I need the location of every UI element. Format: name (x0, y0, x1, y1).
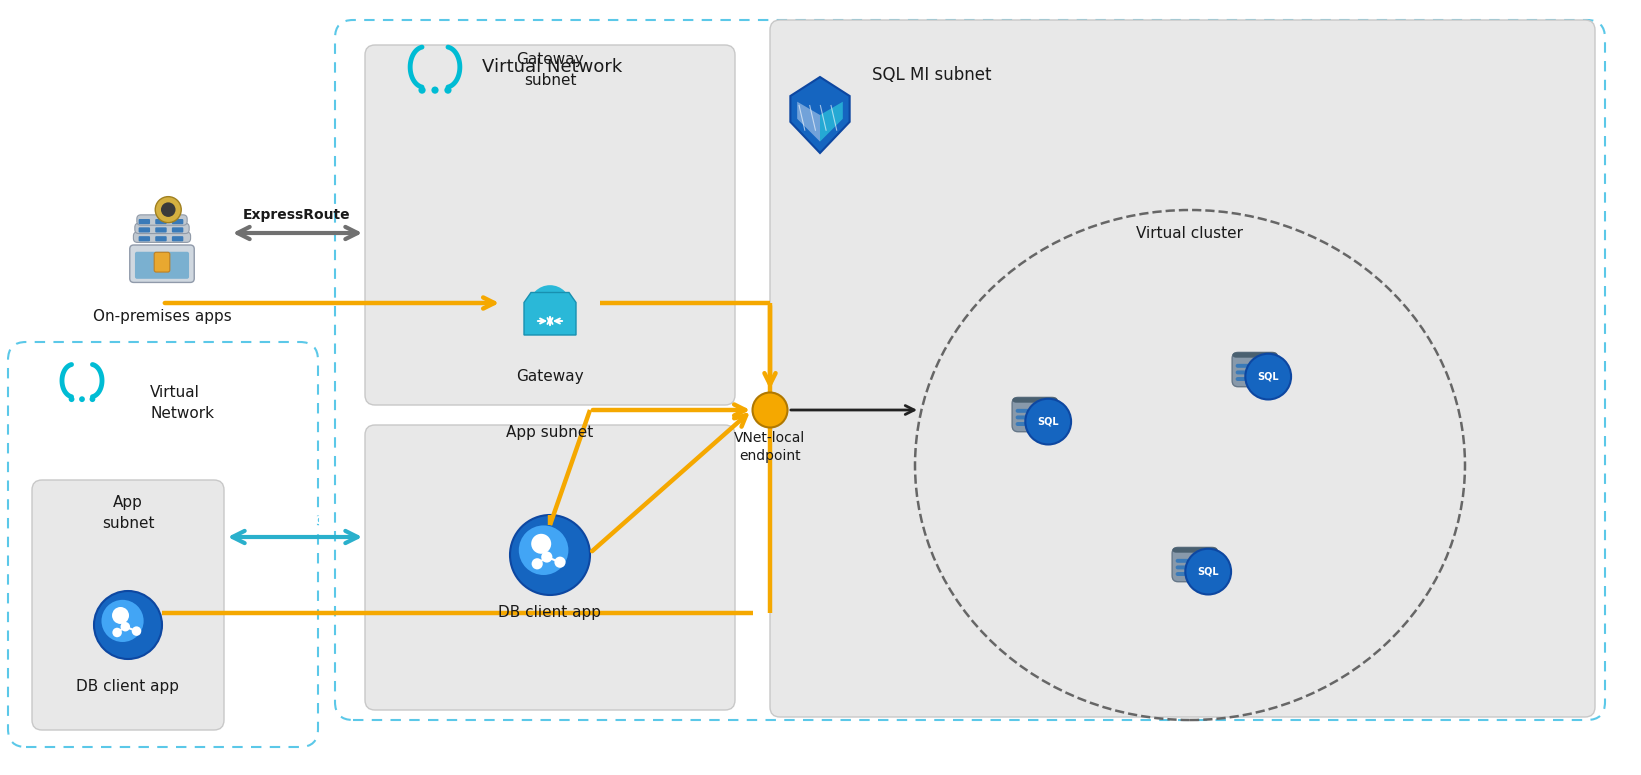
Text: DB client app: DB client app (499, 605, 602, 621)
Circle shape (1185, 549, 1231, 594)
Text: Virtual cluster: Virtual cluster (1137, 226, 1244, 240)
Text: VNet-local
endpoint: VNet-local endpoint (735, 431, 806, 463)
FancyBboxPatch shape (136, 215, 187, 226)
Polygon shape (820, 102, 843, 142)
FancyBboxPatch shape (172, 227, 184, 232)
FancyBboxPatch shape (364, 45, 735, 405)
FancyBboxPatch shape (1172, 547, 1218, 553)
FancyBboxPatch shape (1232, 353, 1278, 387)
Text: DB client app: DB client app (77, 680, 179, 694)
Circle shape (156, 197, 181, 222)
Circle shape (161, 202, 176, 217)
Circle shape (519, 525, 568, 575)
Circle shape (510, 515, 591, 595)
FancyBboxPatch shape (130, 245, 194, 282)
FancyBboxPatch shape (135, 223, 189, 233)
Text: ExpressRoute: ExpressRoute (243, 208, 351, 222)
FancyBboxPatch shape (154, 253, 169, 272)
Circle shape (131, 626, 141, 636)
Circle shape (112, 607, 130, 624)
FancyBboxPatch shape (33, 480, 225, 730)
Circle shape (753, 392, 788, 428)
Circle shape (555, 556, 566, 568)
Text: App subnet: App subnet (507, 425, 594, 440)
FancyBboxPatch shape (1175, 566, 1214, 570)
Circle shape (532, 534, 551, 554)
FancyBboxPatch shape (1175, 559, 1214, 563)
Text: SQL: SQL (1257, 371, 1278, 381)
FancyBboxPatch shape (156, 227, 167, 232)
FancyBboxPatch shape (1012, 398, 1058, 403)
Polygon shape (523, 292, 576, 335)
FancyBboxPatch shape (1232, 353, 1278, 358)
Polygon shape (798, 102, 820, 142)
FancyBboxPatch shape (138, 236, 149, 241)
FancyBboxPatch shape (1175, 572, 1214, 576)
Text: App
subnet: App subnet (102, 495, 154, 531)
Circle shape (1246, 353, 1291, 399)
Text: Virtual Network: Virtual Network (482, 58, 622, 76)
Circle shape (69, 396, 74, 402)
FancyBboxPatch shape (1016, 422, 1055, 426)
FancyBboxPatch shape (1236, 377, 1275, 381)
Text: Peering: Peering (264, 513, 325, 527)
Text: SQL: SQL (1037, 417, 1058, 426)
FancyBboxPatch shape (172, 219, 184, 224)
FancyBboxPatch shape (1236, 370, 1275, 374)
FancyBboxPatch shape (1016, 409, 1055, 413)
Circle shape (418, 87, 425, 94)
Circle shape (94, 591, 162, 659)
FancyBboxPatch shape (1236, 363, 1275, 368)
FancyBboxPatch shape (1012, 398, 1058, 432)
Circle shape (1026, 398, 1072, 445)
FancyBboxPatch shape (364, 425, 735, 710)
Polygon shape (791, 77, 850, 153)
FancyBboxPatch shape (172, 236, 184, 241)
Text: Gateway
subnet: Gateway subnet (517, 52, 584, 88)
Text: SQL MI subnet: SQL MI subnet (871, 66, 991, 84)
Circle shape (79, 396, 85, 402)
Circle shape (120, 622, 130, 632)
Circle shape (532, 558, 543, 570)
Circle shape (90, 396, 95, 402)
FancyBboxPatch shape (156, 236, 167, 241)
Circle shape (432, 87, 438, 94)
Circle shape (112, 628, 121, 637)
Circle shape (102, 600, 144, 642)
FancyBboxPatch shape (1016, 415, 1055, 419)
FancyBboxPatch shape (133, 232, 190, 243)
Text: On-premises apps: On-premises apps (92, 309, 231, 325)
Text: SQL: SQL (1198, 567, 1219, 577)
FancyBboxPatch shape (135, 252, 189, 279)
FancyBboxPatch shape (138, 227, 149, 232)
Circle shape (542, 551, 553, 563)
Text: Virtual
Network: Virtual Network (149, 385, 213, 421)
FancyBboxPatch shape (138, 219, 149, 224)
FancyBboxPatch shape (1172, 547, 1218, 582)
FancyBboxPatch shape (770, 20, 1595, 717)
FancyBboxPatch shape (156, 219, 167, 224)
Circle shape (445, 87, 451, 94)
Text: Gateway: Gateway (517, 370, 584, 384)
